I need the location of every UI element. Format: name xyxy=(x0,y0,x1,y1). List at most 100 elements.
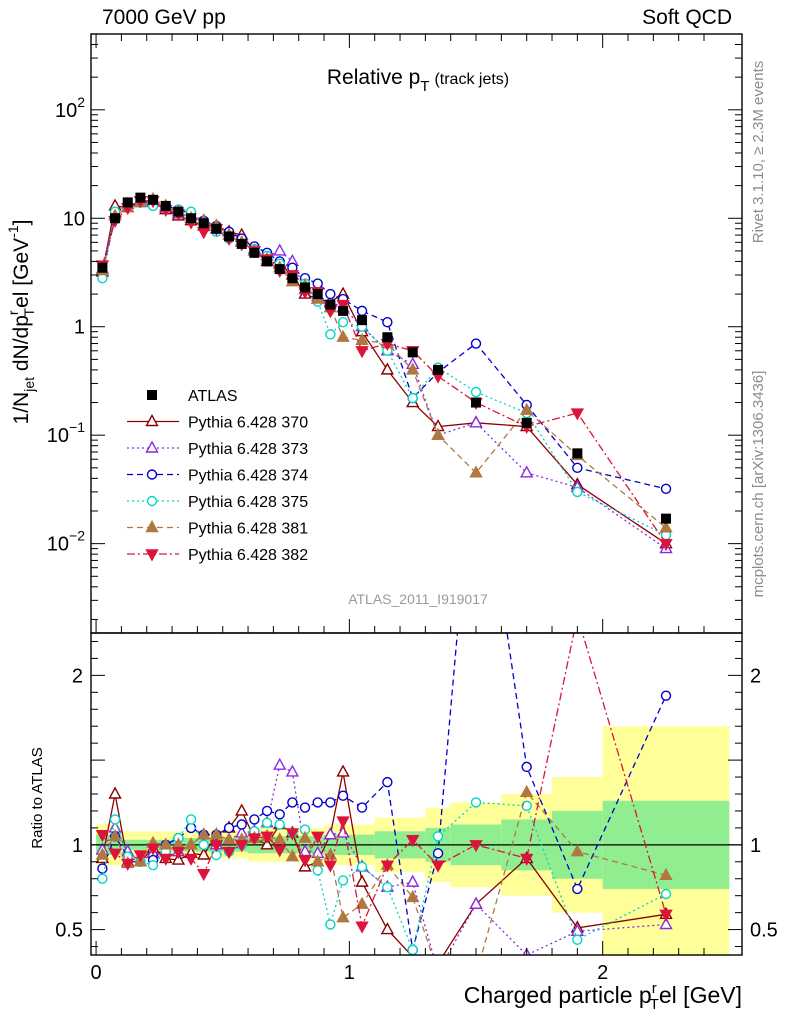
ratio-point-382 xyxy=(159,853,173,866)
atlas-point xyxy=(110,213,121,224)
ratio-point-382 xyxy=(298,855,312,868)
ratio-series-382 xyxy=(95,612,673,934)
ratio-point-375 xyxy=(185,814,197,825)
ratio-point-375 xyxy=(356,861,368,873)
legend-label-370: Pythia 6.428 370 xyxy=(188,415,308,432)
legend-label-375: Pythia 6.428 375 xyxy=(188,494,308,511)
ratio-point-382 xyxy=(431,860,445,873)
main-frame-rect xyxy=(90,33,743,634)
ratio-point-375 xyxy=(407,944,418,955)
legend-marker-373 xyxy=(145,440,159,453)
atlas-point xyxy=(173,206,184,217)
atlas-point xyxy=(433,364,444,375)
ratio-point-382 xyxy=(209,840,224,853)
ratio-point-375 xyxy=(325,919,336,930)
ratio-point-382 xyxy=(235,840,249,853)
main-line-373 xyxy=(101,201,667,550)
mcplots-credit-label: mcplots.cern.ch [arXiv:1306.3436] xyxy=(750,371,767,598)
atlas-point xyxy=(249,247,260,258)
legend-marker-atlas xyxy=(147,390,157,400)
atlas-point xyxy=(97,262,108,273)
ratio-point-381 xyxy=(520,784,534,798)
main-point-375 xyxy=(407,392,418,404)
legend-marker-374 xyxy=(146,469,158,480)
ratio-point-375 xyxy=(432,831,444,842)
ratio-line-382 xyxy=(101,633,667,929)
ratio-point-370 xyxy=(260,837,274,850)
atlas-point xyxy=(135,192,146,203)
ratio-y-tick-label: 1 xyxy=(72,835,83,857)
main-y-tick-label: 10−2 xyxy=(47,528,85,556)
atlas-point xyxy=(160,200,171,211)
ratio-point-382 xyxy=(659,909,673,922)
atlas-point xyxy=(300,282,311,293)
ratio-point-373 xyxy=(469,896,483,909)
ratio-point-375 xyxy=(382,882,393,893)
ratio-point-381 xyxy=(95,847,110,860)
ratio-point-382 xyxy=(184,853,198,866)
main-point-374 xyxy=(470,338,482,349)
atlas-point xyxy=(357,315,368,326)
ratio-y-axis-label: Ratio to ATLAS xyxy=(29,747,46,848)
legend-item-atlas: ATLAS xyxy=(147,388,238,405)
atlas-point xyxy=(287,273,298,284)
ratio-point-374 xyxy=(312,797,323,808)
main-y-tick-label: 1 xyxy=(74,317,85,339)
ratio-point-381 xyxy=(433,966,444,976)
ratio-point-382 xyxy=(121,858,135,871)
ratio-point-374 xyxy=(325,797,336,808)
ratio-point-374 xyxy=(236,819,247,830)
ratio-point-374 xyxy=(432,848,444,859)
main-point-381 xyxy=(355,332,369,345)
main-point-374 xyxy=(325,288,336,300)
main-point-373 xyxy=(520,465,534,478)
main-point-381 xyxy=(336,329,350,342)
main-series-atlas xyxy=(97,192,672,524)
legend: ATLAS Pythia 6.428 370 Pythia 6.428 373 Pyt… xyxy=(127,388,308,564)
main-y-axis-ticks: 10−2 10−1 1 10 102 xyxy=(47,33,742,633)
legend-item-382: Pythia 6.428 382 xyxy=(127,547,308,564)
header-collision-label: 7000 GeV pp xyxy=(102,6,226,29)
atlas-point xyxy=(382,332,393,343)
main-point-382 xyxy=(659,538,673,552)
main-series-381 xyxy=(95,191,673,533)
ratio-point-382 xyxy=(285,828,300,841)
ratio-line-375 xyxy=(101,801,667,953)
ratio-point-382 xyxy=(572,612,583,622)
ratio-point-370 xyxy=(380,922,395,935)
main-series-layer xyxy=(95,191,673,554)
ratio-point-374 xyxy=(572,883,583,895)
ratio-point-381 xyxy=(570,844,585,857)
ratio-point-381 xyxy=(222,832,236,845)
ratio-point-370 xyxy=(433,957,444,967)
ratio-point-381 xyxy=(336,910,350,923)
ratio-point-382 xyxy=(355,921,369,934)
atlas-point xyxy=(198,218,209,229)
atlas-point xyxy=(572,448,583,459)
ratio-point-375 xyxy=(572,934,583,945)
ratio-point-373 xyxy=(659,917,673,930)
main-point-375 xyxy=(470,386,482,398)
ratio-point-374 xyxy=(299,802,311,813)
ratio-point-382 xyxy=(197,868,211,882)
atlas-point xyxy=(312,289,323,300)
legend-label-382: Pythia 6.428 382 xyxy=(188,547,308,564)
legend-marker-375 xyxy=(146,495,158,507)
ratio-point-382 xyxy=(260,831,274,844)
x-tick-label: 0 xyxy=(91,962,102,984)
ratio-point-375 xyxy=(312,865,323,876)
ratio-point-373 xyxy=(406,874,420,887)
main-point-375 xyxy=(572,486,583,498)
ratio-point-370 xyxy=(355,874,369,887)
ratio-point-381 xyxy=(659,867,673,881)
ratio-point-374 xyxy=(521,761,532,773)
ratio-y-tick-label-right: 2 xyxy=(750,665,761,687)
ratio-point-382 xyxy=(311,831,325,844)
legend-item-370: Pythia 6.428 370 xyxy=(127,414,308,432)
ratio-point-381 xyxy=(197,827,211,840)
main-series-370 xyxy=(95,193,673,549)
main-point-373 xyxy=(469,415,483,428)
atlas-point xyxy=(186,213,197,224)
ratio-point-375 xyxy=(660,888,672,900)
ratio-point-373 xyxy=(273,757,287,770)
